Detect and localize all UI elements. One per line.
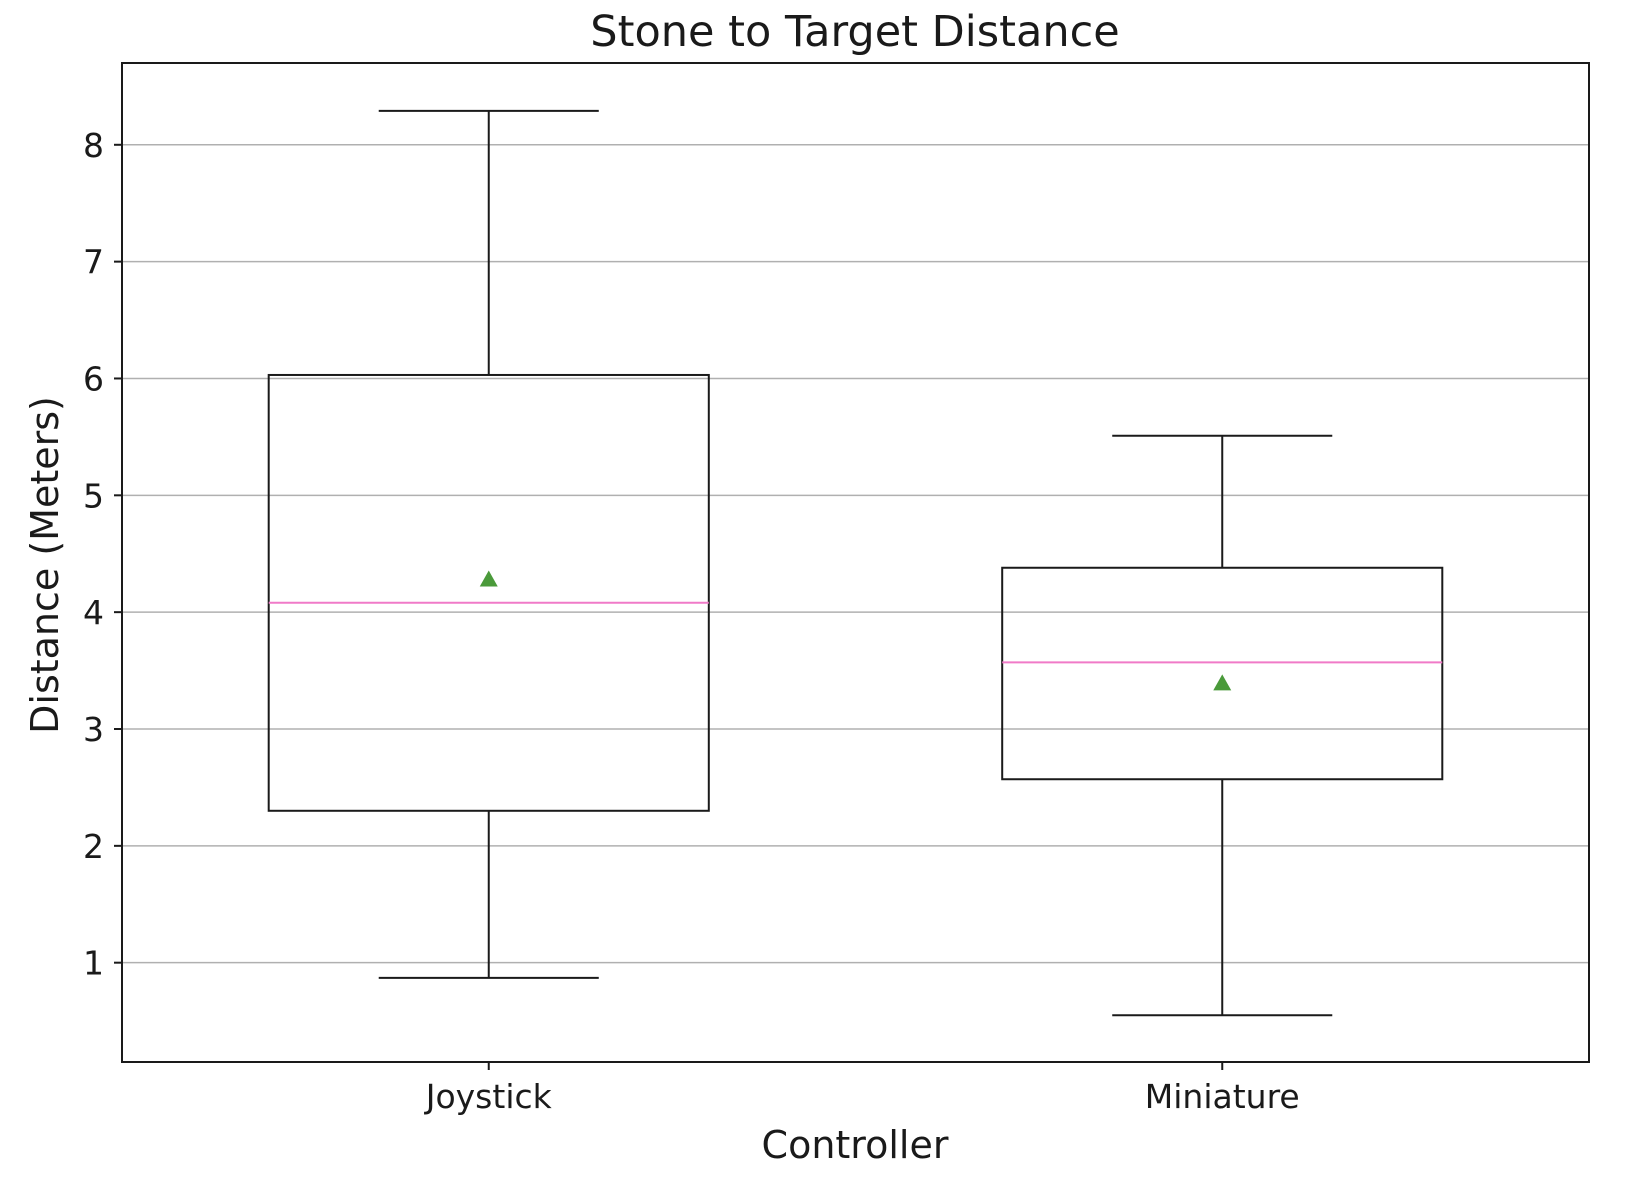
y-tick-label-4: 4 xyxy=(83,593,104,632)
x-tick-label-joystick: Joystick xyxy=(424,1077,553,1116)
plot-frame xyxy=(121,62,1590,1063)
y-tick-label-7: 7 xyxy=(83,243,104,282)
y-tick-label-5: 5 xyxy=(83,476,104,515)
x-axis-ticks: Joystick Miniature xyxy=(424,1062,1300,1116)
iqr-box-joystick xyxy=(267,373,710,812)
y-tick-label-1: 1 xyxy=(83,944,104,983)
mean-marker-joystick xyxy=(479,570,498,587)
box-miniature xyxy=(1001,434,1444,1017)
box-joystick xyxy=(267,109,710,979)
x-axis-label: Controller xyxy=(762,1123,949,1167)
grid-lines xyxy=(122,144,1589,964)
boxes-layer xyxy=(267,109,1444,1017)
y-tick-label-8: 8 xyxy=(83,126,104,165)
x-tick-label-miniature: Miniature xyxy=(1145,1077,1300,1116)
y-axis-ticks: 1 2 3 4 5 6 7 8 xyxy=(83,126,122,983)
y-tick-label-2: 2 xyxy=(83,827,104,866)
iqr-box-miniature xyxy=(1001,566,1444,781)
mean-marker-miniature xyxy=(1213,674,1232,691)
y-tick-label-3: 3 xyxy=(83,710,104,749)
chart-title: Stone to Target Distance xyxy=(590,7,1119,57)
y-axis-label: Distance (Meters) xyxy=(23,396,67,734)
y-tick-label-6: 6 xyxy=(83,359,104,398)
